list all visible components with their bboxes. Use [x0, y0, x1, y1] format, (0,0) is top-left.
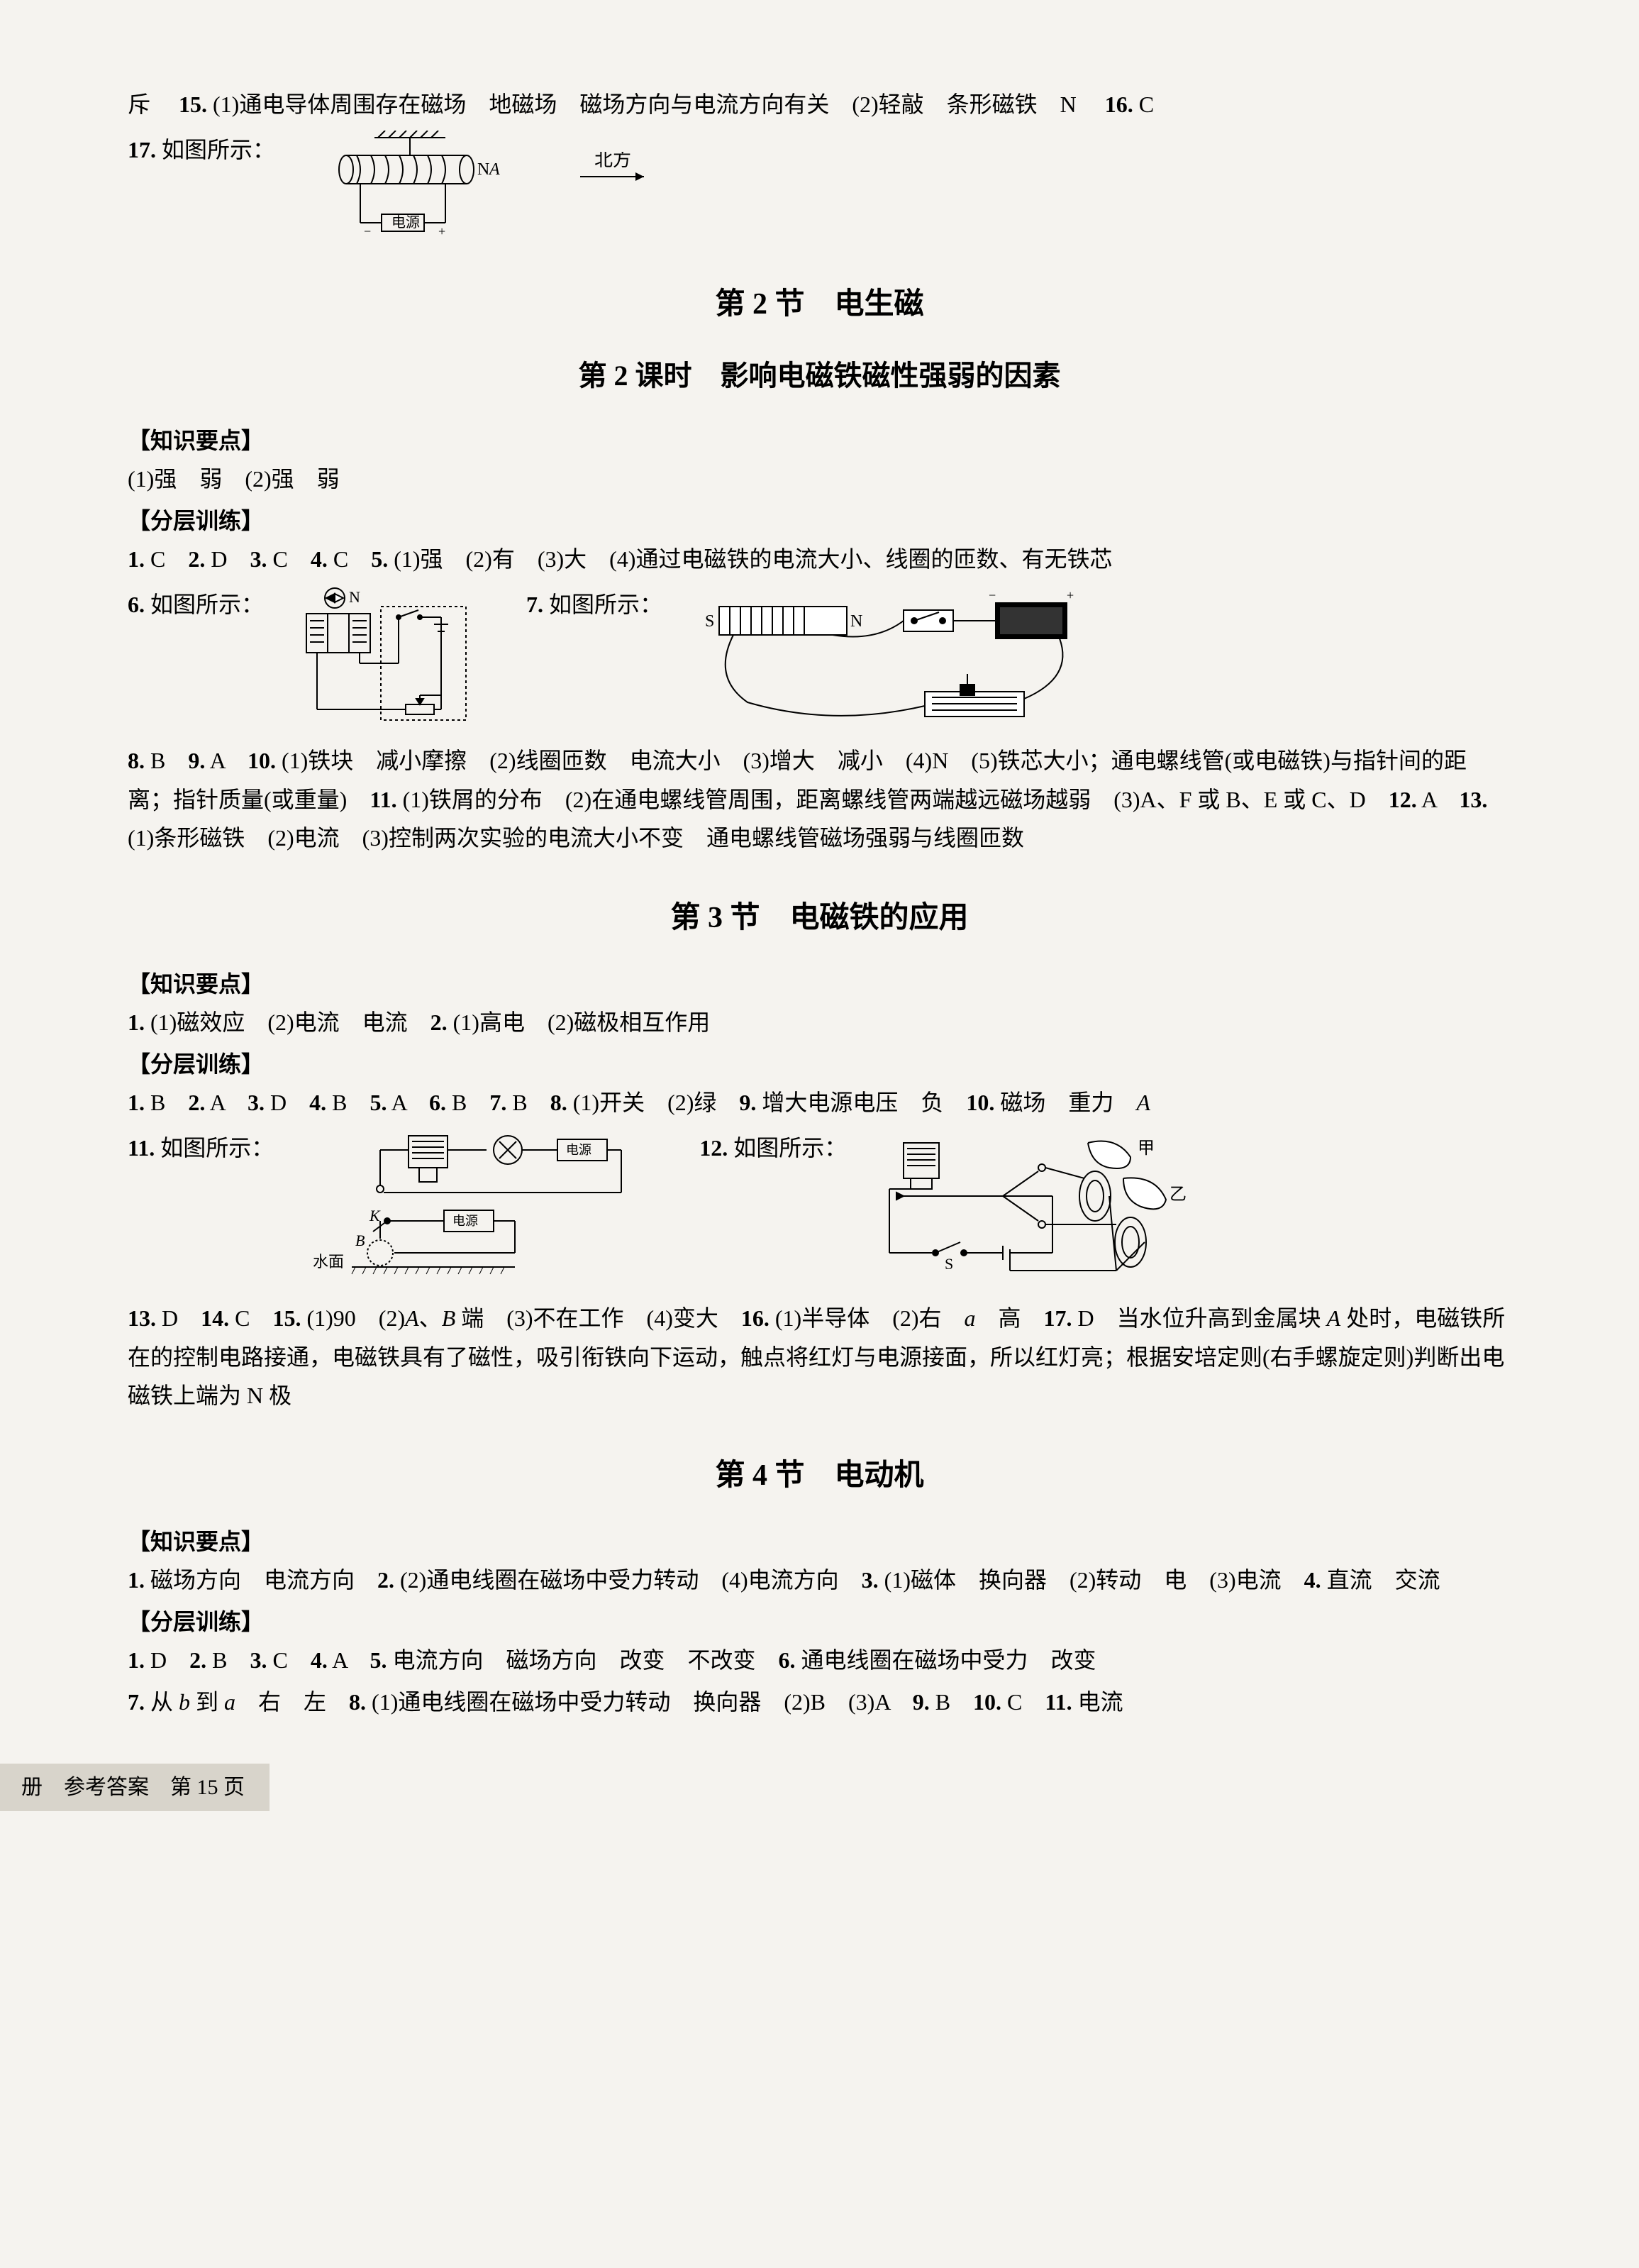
- s3-title: 第 3 节 电磁铁的应用: [128, 893, 1511, 944]
- svg-text:电源: 电源: [391, 214, 420, 231]
- q16-num: 16.: [1105, 92, 1133, 117]
- q16-text: C: [1139, 92, 1154, 117]
- svg-text:甲: 甲: [1138, 1139, 1155, 1158]
- q11-num: 11.: [128, 1135, 155, 1161]
- q12-num: 12.: [699, 1135, 728, 1161]
- s3-kp-label: 【知识要点】: [128, 965, 1511, 1003]
- s2-kp-text: (1)强 弱 (2)强 弱: [128, 460, 1511, 498]
- svg-text:B: B: [355, 1232, 365, 1249]
- fig17: − + N A 电源: [304, 131, 516, 244]
- s3-kp-line: 1. (1)磁效应 (2)电流 电流 2. (1)高电 (2)磁极相互作用: [128, 1003, 1511, 1041]
- svg-text:S: S: [705, 612, 714, 631]
- svg-text:+: +: [438, 224, 445, 238]
- s2-line-8-13: 8. B 9. A 10. (1)铁块 减小摩擦 (2)线圈匝数 电流大小 (3…: [128, 741, 1511, 857]
- s3-tr-label: 【分层训练】: [128, 1045, 1511, 1083]
- s4-kp-line: 1. 磁场方向 电流方向 2. (2)通电线圈在磁场中受力转动 (4)电流方向 …: [128, 1561, 1511, 1599]
- fig11: 电源 K 电源 B 水面: [302, 1129, 643, 1285]
- q6-num: 6.: [128, 592, 145, 617]
- q7-text: 如图所示：: [549, 592, 662, 617]
- s2-line1: 1. C 2. D 3. C 4. C 5. (1)强 (2)有 (3)大 (4…: [128, 540, 1511, 578]
- q17-row: 17. 如图所示：: [128, 131, 1511, 244]
- q17-text: 如图所示：: [162, 137, 275, 162]
- s4-line1: 1. D 2. B 3. C 4. A 5. 电流方向 磁场方向 改变 不改变 …: [128, 1641, 1511, 1679]
- q12-label: 12. 如图所示：: [699, 1129, 847, 1167]
- top-line-1: 斥 15. (1)通电导体周围存在磁场 地磁场 磁场方向与电流方向有关 (2)轻…: [128, 85, 1511, 123]
- s2-kp-label: 【知识要点】: [128, 421, 1511, 460]
- s4-title: 第 4 节 电动机: [128, 1451, 1511, 1501]
- fig12: 甲 乙 S: [875, 1129, 1187, 1285]
- q15-num: 15.: [179, 92, 207, 117]
- svg-text:N: N: [349, 588, 360, 606]
- s4-tr-label: 【分层训练】: [128, 1603, 1511, 1641]
- s2-fig-row: 6. 如图所示： N: [128, 585, 1511, 727]
- svg-text:电源: 电源: [566, 1143, 591, 1157]
- q7-num: 7.: [526, 592, 543, 617]
- text: 斥: [128, 92, 173, 117]
- s4-kp-label: 【知识要点】: [128, 1522, 1511, 1561]
- svg-text:N: N: [477, 160, 489, 179]
- svg-text:乙: 乙: [1169, 1185, 1187, 1204]
- q7-label: 7. 如图所示：: [526, 585, 662, 624]
- svg-text:水面: 水面: [313, 1253, 344, 1271]
- svg-text:北方: 北方: [594, 152, 631, 170]
- page-footer: 册 参考答案 第 15 页: [0, 1764, 270, 1811]
- q17-label: 17. 如图所示：: [128, 131, 275, 169]
- s4-line2: 7. 从 b 到 a 右 左 8. (1)通电线圈在磁场中受力转动 换向器 (2…: [128, 1683, 1511, 1721]
- svg-text:A: A: [488, 160, 500, 179]
- svg-text:K: K: [369, 1207, 381, 1224]
- fig17-north: 北方: [573, 152, 658, 187]
- s2-subtitle: 第 2 课时 影响电磁铁磁性强弱的因素: [128, 352, 1511, 400]
- svg-text:−: −: [989, 588, 996, 602]
- q11-label: 11. 如图所示：: [128, 1129, 274, 1167]
- fig7: S N − +: [691, 585, 1088, 727]
- svg-text:−: −: [364, 224, 371, 238]
- q11-text: 如图所示：: [160, 1135, 274, 1161]
- q15-text: (1)通电导体周围存在磁场 地磁场 磁场方向与电流方向有关 (2)轻敲 条形磁铁…: [213, 92, 1099, 117]
- svg-text:电源: 电源: [452, 1214, 478, 1228]
- s3-line-13-17: 13. D 14. C 15. (1)90 (2)A、B 端 (3)不在工作 (…: [128, 1299, 1511, 1415]
- q6-label: 6. 如图所示：: [128, 585, 264, 624]
- svg-text:+: +: [1067, 588, 1074, 602]
- s3-line1: 1. B 2. A 3. D 4. B 5. A 6. B 7. B 8. (1…: [128, 1083, 1511, 1122]
- s2-title: 第 2 节 电生磁: [128, 280, 1511, 330]
- s3-fig-row: 11. 如图所示： 电源: [128, 1129, 1511, 1285]
- svg-text:S: S: [945, 1255, 953, 1273]
- q6-text: 如图所示：: [150, 592, 264, 617]
- q12-text: 如图所示：: [733, 1135, 847, 1161]
- q17-num: 17.: [128, 137, 156, 162]
- svg-text:N: N: [850, 612, 862, 631]
- fig6: N: [292, 585, 477, 727]
- s2-tr-label: 【分层训练】: [128, 502, 1511, 540]
